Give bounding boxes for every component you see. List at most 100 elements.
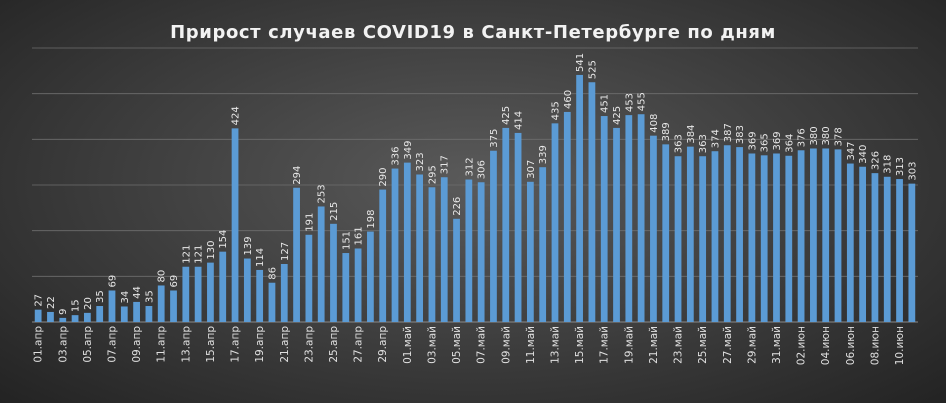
bar (859, 166, 867, 322)
bar (379, 189, 387, 322)
x-tick-label: 11.май (525, 326, 537, 364)
x-tick-label: 15.апр (205, 326, 217, 363)
bar (108, 290, 116, 322)
x-tick-label: 17.май (599, 326, 611, 364)
bar-value-label: 363 (698, 134, 709, 153)
bar-value-label: 294 (292, 166, 303, 185)
bar-value-label: 323 (415, 152, 426, 171)
x-tick-label: 29.апр (377, 326, 389, 363)
bar (231, 128, 239, 322)
bar-value-label: 376 (797, 128, 808, 147)
bar-value-label: 374 (710, 129, 721, 148)
bar (797, 150, 805, 322)
x-tick-label: 19.апр (254, 326, 266, 363)
x-tick-label: 09.апр (131, 326, 143, 363)
bar (588, 82, 596, 322)
bar (440, 177, 448, 322)
bar (182, 266, 190, 322)
x-tick-label: 13.апр (180, 326, 192, 363)
x-tick-label: 21.май (648, 326, 660, 364)
bar-value-label: 369 (772, 131, 783, 150)
bar-value-label: 313 (895, 157, 906, 176)
x-tick-label: 02.июн (796, 326, 808, 365)
bar (47, 311, 54, 322)
bar (317, 206, 325, 322)
bar (330, 223, 337, 322)
bar (526, 181, 534, 322)
bar-value-label: 425 (501, 106, 512, 125)
x-tick-label: 23.май (673, 326, 685, 364)
bar (305, 234, 313, 322)
bar (883, 176, 891, 322)
x-tick-label: 07.апр (106, 326, 118, 363)
bar-value-label: 127 (280, 242, 291, 261)
bar (453, 218, 460, 322)
x-tick-label: 05.май (451, 326, 463, 364)
x-tick-label: 15.май (574, 326, 586, 364)
bar-value-label: 114 (255, 248, 266, 267)
bar-value-label: 121 (181, 245, 192, 264)
bar (490, 150, 497, 322)
bar (71, 315, 79, 322)
bar (871, 173, 879, 322)
bar-value-label: 312 (464, 157, 475, 176)
bar-value-label: 22 (46, 296, 57, 309)
bar (133, 301, 140, 322)
bar-value-label: 290 (378, 167, 389, 186)
bar (502, 127, 510, 322)
bar (83, 312, 91, 322)
bar-value-label: 44 (132, 286, 143, 299)
bar (711, 151, 719, 322)
x-tick-label: 29.май (746, 326, 758, 364)
bar-value-label: 69 (107, 275, 118, 288)
bar (748, 153, 756, 322)
bar (563, 111, 571, 323)
bar (416, 174, 424, 322)
bar (207, 262, 214, 322)
bar (662, 144, 670, 322)
bar-value-label: 139 (243, 236, 254, 255)
x-tick-label: 27.май (722, 326, 734, 364)
bar (810, 148, 817, 322)
bar (699, 156, 707, 322)
bar (243, 258, 251, 322)
bar (428, 187, 436, 322)
bar-value-label: 424 (231, 106, 242, 125)
bar (268, 282, 276, 322)
bar-value-label: 455 (637, 92, 648, 111)
x-tick-label: 11.апр (156, 326, 168, 363)
x-tick-label: 10.июн (894, 326, 906, 365)
bar (625, 115, 633, 322)
bar-value-label: 349 (403, 141, 414, 160)
bar (342, 253, 350, 322)
bar (477, 182, 485, 322)
bar (170, 290, 177, 322)
bar-value-label: 130 (206, 241, 217, 260)
bar-value-label: 387 (723, 123, 734, 142)
bar-value-label: 326 (870, 151, 881, 170)
bar (760, 155, 768, 322)
x-tick-label: 07.май (476, 326, 488, 364)
bar-value-label: 389 (661, 122, 672, 141)
bar (674, 156, 682, 322)
bar-value-label: 253 (317, 184, 328, 203)
x-tick-label: 19.май (623, 326, 635, 364)
bar-value-label: 80 (157, 270, 168, 283)
bar (846, 163, 854, 322)
bar-value-label: 375 (489, 129, 500, 148)
bar (822, 148, 830, 322)
bar-value-label: 408 (649, 114, 660, 133)
bar (120, 306, 128, 322)
bar-value-label: 541 (575, 53, 586, 72)
bar-value-label: 451 (600, 94, 611, 113)
bar (391, 168, 399, 322)
bar-value-label: 20 (83, 297, 94, 310)
x-tick-label: 05.апр (82, 326, 94, 363)
x-tick-label: 04.июн (820, 326, 832, 365)
bar (293, 187, 300, 322)
bar-value-label: 35 (95, 290, 106, 303)
bar-value-label: 453 (624, 93, 635, 112)
x-tick-label: 03.май (426, 326, 438, 364)
